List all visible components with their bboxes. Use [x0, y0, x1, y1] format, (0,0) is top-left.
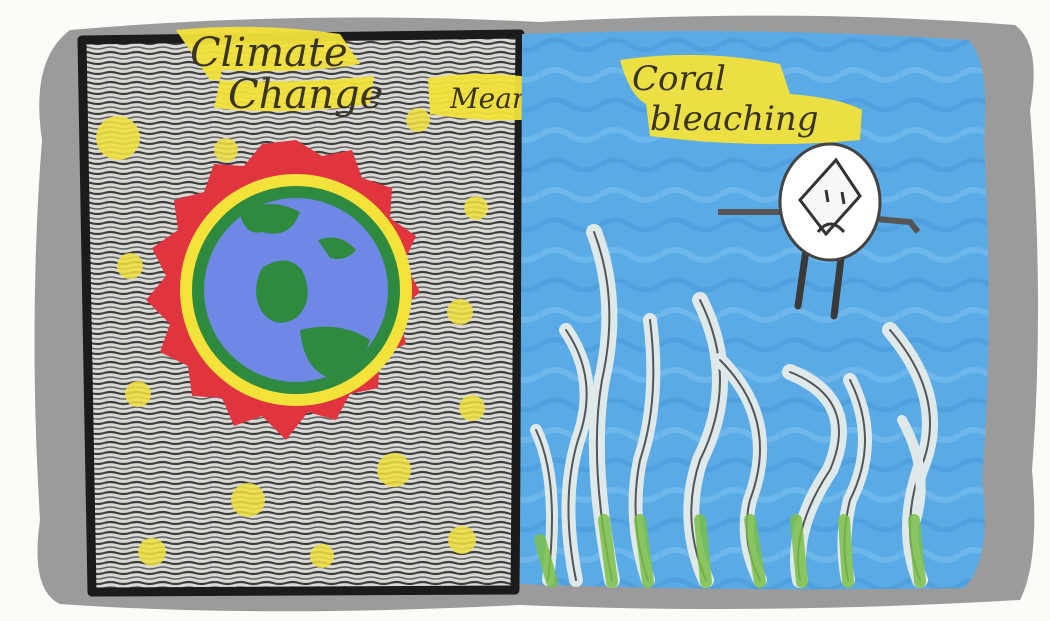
- left-panel: Climate Change: [77, 26, 525, 597]
- left-title-line1: Climate: [190, 30, 348, 76]
- right-title-line1: Coral: [632, 59, 726, 99]
- star-icon: [138, 538, 166, 566]
- star-icon: [125, 381, 151, 407]
- title-highlight: [620, 54, 862, 145]
- star-icon: [231, 483, 265, 517]
- title-highlight: [176, 26, 374, 112]
- seaweed-icon: [530, 224, 938, 588]
- star-icon: [117, 253, 143, 279]
- star-icon: [448, 526, 476, 554]
- sad-coral-character-icon: [718, 142, 921, 320]
- earth-icon: [146, 140, 420, 440]
- right-panel: Coral bleaching: [520, 31, 989, 590]
- star-icon: [406, 108, 430, 132]
- star-icon: [459, 395, 485, 421]
- star-icon: [447, 299, 473, 325]
- right-title-line2: bleaching: [650, 99, 819, 139]
- star-icon: [310, 544, 334, 568]
- left-title-line2: Change: [228, 72, 383, 118]
- star-icon: [377, 453, 411, 487]
- star-icon: [96, 116, 140, 160]
- star-icon: [464, 196, 488, 220]
- star-icon: [214, 138, 238, 162]
- stars: [96, 108, 488, 568]
